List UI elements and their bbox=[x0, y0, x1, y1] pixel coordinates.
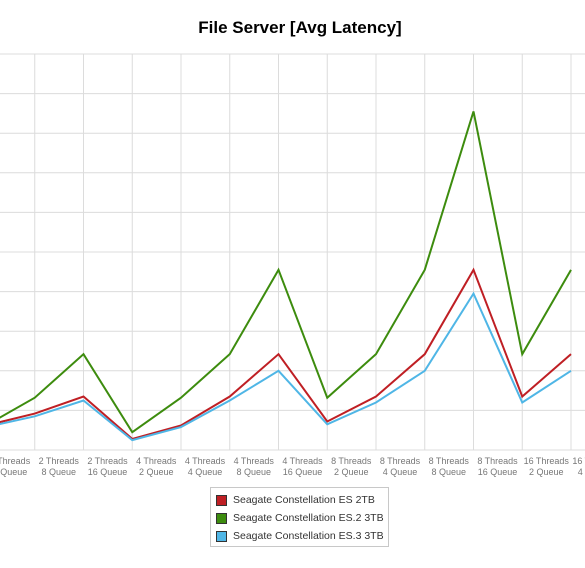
x-tick-label: 2 Queue bbox=[334, 467, 369, 477]
x-tick-label: 8 Threads bbox=[380, 456, 421, 466]
x-tick-label: 4 Queue bbox=[578, 467, 585, 477]
x-tick-label: 2 Threads bbox=[87, 456, 128, 466]
x-tick-label: 16 Threads bbox=[524, 456, 570, 466]
x-tick-label: 4 Threads bbox=[282, 456, 323, 466]
legend-label: Seagate Constellation ES.2 3TB bbox=[233, 512, 384, 524]
x-tick-label: 2 Queue bbox=[139, 467, 174, 477]
x-tick-label: 16 Queue bbox=[283, 467, 323, 477]
legend-label: Seagate Constellation ES 2TB bbox=[233, 494, 375, 506]
legend: Seagate Constellation ES 2TB Seagate Con… bbox=[210, 487, 389, 547]
x-tick-label: 4 Queue bbox=[383, 467, 418, 477]
x-tick-label: 16 Threads bbox=[572, 456, 585, 466]
series-line-1 bbox=[0, 111, 572, 434]
legend-swatch-icon bbox=[216, 494, 227, 506]
legend-swatch-icon bbox=[216, 530, 227, 542]
x-tick-label: 4 Threads bbox=[234, 456, 275, 466]
x-tick-label: 4 Queue bbox=[188, 467, 223, 477]
x-tick-label: 2 Threads bbox=[0, 456, 31, 466]
x-tick-label: 8 Queue bbox=[431, 467, 466, 477]
grid bbox=[0, 53, 585, 451]
x-tick-label: 4 Threads bbox=[185, 456, 226, 466]
x-tick-label: 8 Queue bbox=[41, 467, 76, 477]
legend-item[interactable]: Seagate Constellation ES 2TB bbox=[216, 491, 388, 509]
x-tick-label: 8 Queue bbox=[236, 467, 271, 477]
x-tick-label: 4 Threads bbox=[136, 456, 177, 466]
legend-swatch-icon bbox=[216, 512, 227, 524]
series-line-0 bbox=[0, 267, 572, 441]
legend-label: Seagate Constellation ES.3 3TB bbox=[233, 530, 384, 542]
x-tick-label: 8 Threads bbox=[429, 456, 470, 466]
series-lines bbox=[0, 111, 572, 442]
chart-title: File Server [Avg Latency] bbox=[198, 18, 402, 37]
legend-item[interactable]: Seagate Constellation ES.2 3TB bbox=[216, 509, 388, 527]
x-tick-label: 8 Threads bbox=[331, 456, 372, 466]
series-line-2 bbox=[0, 291, 572, 442]
x-tick-label: 8 Threads bbox=[477, 456, 518, 466]
x-tick-label: 2 Queue bbox=[529, 467, 564, 477]
x-tick-label: 2 Threads bbox=[39, 456, 80, 466]
x-tick-label: 4 Queue bbox=[0, 467, 27, 477]
x-tick-label: 16 Queue bbox=[88, 467, 128, 477]
x-tick-label: 16 Queue bbox=[478, 467, 518, 477]
legend-item[interactable]: Seagate Constellation ES.3 3TB bbox=[216, 527, 388, 545]
